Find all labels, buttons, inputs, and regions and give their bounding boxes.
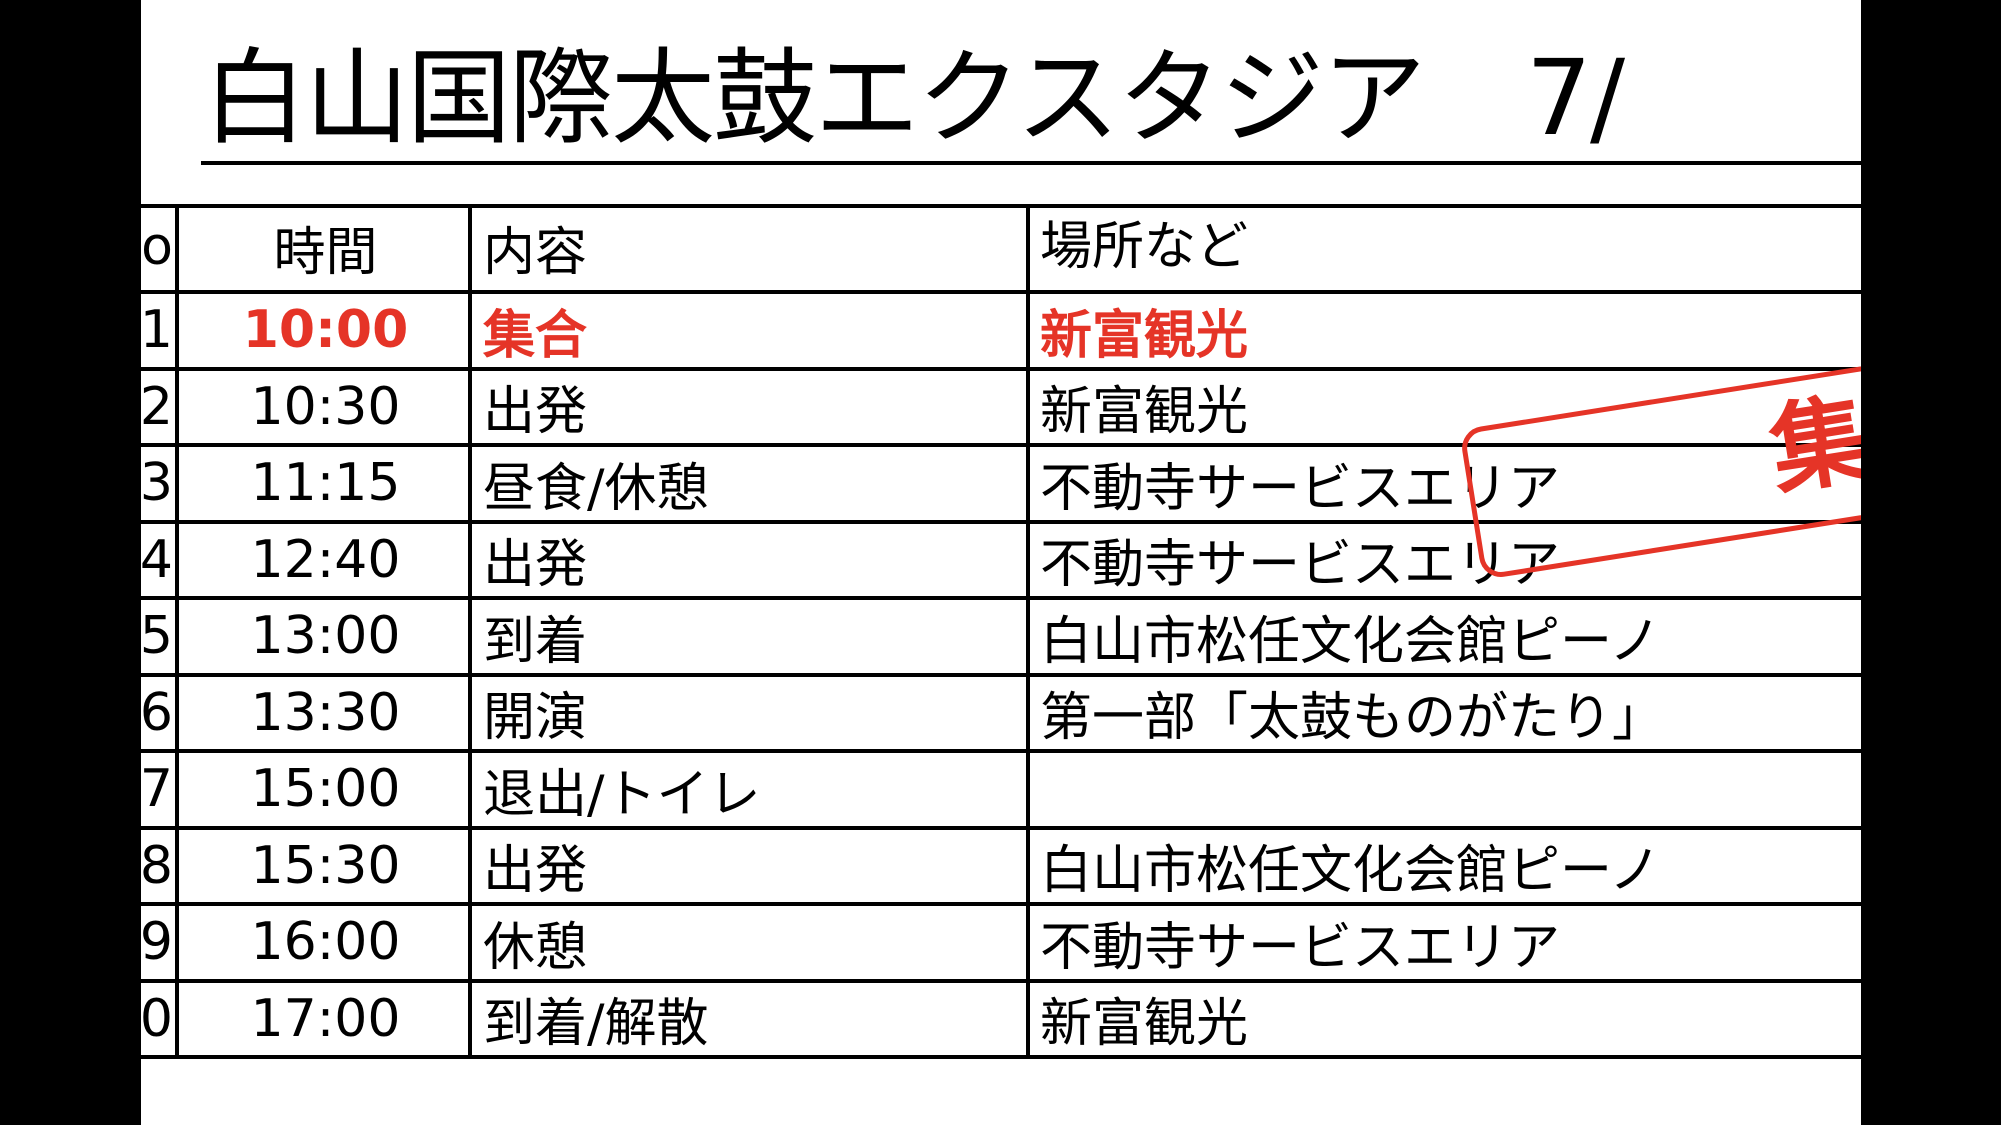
cell-time: 17:00 bbox=[250, 988, 401, 1049]
cell-content: 開演 bbox=[483, 688, 588, 749]
table-row: 10 17:00 到着/解散 新富観光 bbox=[141, 983, 1861, 1059]
cell-place: 新富観光 bbox=[1040, 994, 1249, 1055]
cell-content: 出発 bbox=[483, 535, 588, 596]
cell-place bbox=[1034, 753, 1861, 826]
cell-place: 不動寺サービスエリア bbox=[1040, 917, 1561, 978]
header-no: No bbox=[141, 217, 173, 277]
header-content: 内容 bbox=[483, 222, 588, 283]
table-row: 6 13:30 開演 第一部「太鼓ものがたり」 bbox=[141, 677, 1861, 753]
cell-content: 退出/トイレ bbox=[483, 764, 761, 825]
table-row: 2 10:30 出発 新富観光 bbox=[141, 371, 1861, 447]
header-time: 時間 bbox=[273, 222, 378, 283]
cell-content: 昼食/休憩 bbox=[483, 458, 709, 519]
cell-time: 11:15 bbox=[250, 453, 401, 514]
stamp-text: 集 bbox=[1762, 381, 1861, 510]
cell-content: 休憩 bbox=[483, 917, 588, 978]
cell-time: 16:00 bbox=[250, 912, 401, 973]
cell-content: 到着 bbox=[483, 611, 588, 672]
cell-place: 白山市松任文化会館ピーノ bbox=[1040, 611, 1661, 672]
cell-place: 第一部「太鼓ものがたり」 bbox=[1040, 688, 1665, 749]
cell-no: 4 bbox=[141, 529, 173, 590]
document-page: 白山国際太鼓エクスタジア 7/ No時間内容場所など110:00集合新富観光21… bbox=[141, 0, 1861, 1125]
cell-place: 不動寺サービスエリア bbox=[1040, 458, 1561, 519]
cell-no: 5 bbox=[141, 606, 173, 667]
cell-content: 出発 bbox=[483, 382, 588, 443]
cell-no: 10 bbox=[141, 988, 173, 1049]
table-top-border bbox=[141, 204, 1861, 208]
table-header-row: No 時間 内容 場所など bbox=[141, 204, 1861, 294]
cell-time: 10:30 bbox=[250, 376, 401, 437]
header-place: 場所など bbox=[1040, 217, 1249, 277]
cell-time: 10:00 bbox=[242, 300, 409, 361]
cell-time: 15:00 bbox=[250, 759, 401, 820]
table-row: 9 16:00 休憩 不動寺サービスエリア bbox=[141, 906, 1861, 983]
cell-no: 6 bbox=[141, 682, 173, 743]
cell-place: 新富観光 bbox=[1040, 382, 1249, 443]
cell-time: 13:30 bbox=[250, 682, 401, 743]
cell-no: 3 bbox=[141, 453, 173, 514]
cell-content: 集合 bbox=[483, 305, 588, 366]
cell-time: 13:00 bbox=[250, 606, 401, 667]
cell-place: 不動寺サービスエリア bbox=[1040, 535, 1561, 596]
table-row: 8 15:30 出発 白山市松任文化会館ピーノ bbox=[141, 830, 1861, 906]
cell-time: 15:30 bbox=[250, 835, 401, 896]
cell-content: 出発 bbox=[483, 841, 588, 902]
column-divider bbox=[175, 204, 179, 1059]
document-title: 白山国際太鼓エクスタジア 7/ bbox=[203, 37, 1625, 159]
table-row: 7 15:00 退出/トイレ bbox=[141, 753, 1861, 830]
cell-no: 8 bbox=[141, 835, 173, 896]
table-row: 5 13:00 到着 白山市松任文化会館ピーノ bbox=[141, 600, 1861, 677]
table-row: 3 11:15 昼食/休憩 不動寺サービスエリア bbox=[141, 447, 1861, 524]
column-divider bbox=[468, 204, 472, 1059]
cell-no: 2 bbox=[141, 376, 173, 437]
cell-place: 新富観光 bbox=[1040, 305, 1249, 366]
table-row: 4 12:40 出発 不動寺サービスエリア bbox=[141, 524, 1861, 600]
cell-time: 12:40 bbox=[250, 529, 401, 590]
cell-no: 7 bbox=[141, 759, 173, 820]
cell-place: 白山市松任文化会館ピーノ bbox=[1040, 841, 1661, 902]
cell-no: 1 bbox=[141, 300, 173, 361]
cell-content: 到着/解散 bbox=[483, 994, 709, 1055]
table-row: 1 10:00 集合 新富観光 bbox=[141, 294, 1861, 371]
title-underline bbox=[201, 161, 1861, 165]
column-divider bbox=[1026, 204, 1030, 1059]
cell-no: 9 bbox=[141, 912, 173, 973]
